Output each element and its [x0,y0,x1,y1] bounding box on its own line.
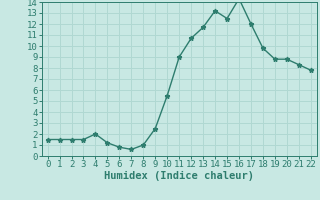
X-axis label: Humidex (Indice chaleur): Humidex (Indice chaleur) [104,171,254,181]
